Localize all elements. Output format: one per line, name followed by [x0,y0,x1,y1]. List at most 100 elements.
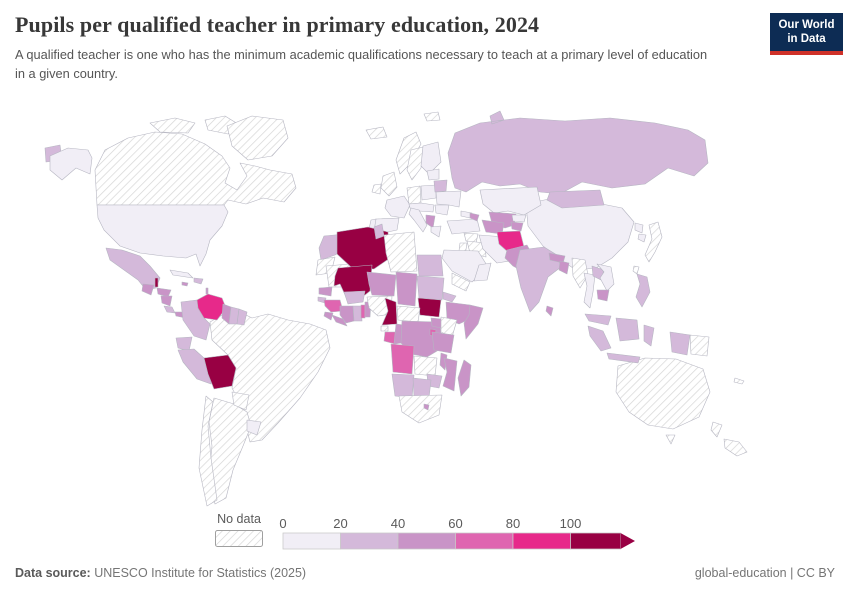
country-thailand[interactable] [583,272,596,309]
country-australia[interactable] [615,357,711,445]
legend-bin-60-80[interactable] [455,532,514,550]
country-mexico[interactable] [105,247,161,291]
country-angola[interactable] [390,343,415,375]
country-malawi[interactable] [439,352,448,371]
country-malaysia[interactable] [584,313,612,326]
country-svalbard[interactable] [423,111,441,122]
country-papua-new-guinea[interactable] [689,334,710,357]
country-taiwan[interactable] [632,265,640,275]
country-chile[interactable] [198,395,218,507]
country-french-guiana[interactable] [236,308,248,326]
country-ireland[interactable] [371,183,382,195]
country-tanzania[interactable] [431,331,455,354]
country-libya[interactable] [383,231,418,273]
country-bolivia[interactable] [203,354,237,390]
country-cuba[interactable] [169,269,194,279]
country-botswana[interactable] [412,377,432,399]
country-south-africa[interactable] [398,394,443,424]
country-south-korea[interactable] [637,233,647,243]
country-chad[interactable] [395,271,418,307]
country-cote-divoire[interactable] [339,305,355,324]
legend-bin-80-100[interactable] [512,532,571,550]
country-iceland[interactable] [365,126,388,140]
country-egypt[interactable] [416,254,444,277]
country-bangladesh[interactable] [558,260,570,275]
country-oman[interactable] [473,262,492,282]
country-guinea[interactable] [323,299,344,313]
country-greenland[interactable] [226,115,289,161]
legend-bin-0-20[interactable] [282,532,341,550]
country-ukraine[interactable] [435,190,462,208]
country-new-zealand[interactable] [710,421,748,457]
country-united-kingdom[interactable] [380,171,398,197]
country-south-sudan[interactable] [417,297,442,318]
country-yemen[interactable] [451,272,471,292]
country-namibia[interactable] [391,373,415,399]
country-jamaica[interactable] [181,281,189,287]
country-sri-lanka[interactable] [545,305,554,317]
country-balkans[interactable] [425,214,436,229]
country-burkina-faso[interactable] [343,290,366,305]
country-france[interactable] [384,195,411,219]
country-lesotho[interactable] [423,403,430,411]
country-azerbaijan[interactable] [469,212,480,222]
country-myanmar[interactable] [571,257,589,289]
country-sudan[interactable] [416,275,445,301]
country-mongolia[interactable] [546,189,605,209]
country-lesser-antilles[interactable] [205,287,209,295]
country-italy[interactable] [408,207,428,233]
country-honduras[interactable] [156,287,172,298]
country-japan[interactable] [644,221,663,263]
country-uruguay[interactable] [246,419,262,436]
country-venezuela[interactable] [196,293,227,321]
country-india[interactable] [515,246,562,313]
legend-no-data[interactable]: No data [215,512,263,552]
country-poland[interactable] [420,184,437,201]
country-philippines[interactable] [635,273,651,308]
country-togo[interactable] [360,304,366,319]
country-guatemala[interactable] [141,283,155,296]
country-somalia[interactable] [463,304,484,340]
country-eritrea[interactable] [442,291,457,303]
country-finland[interactable] [420,141,442,175]
country-greece[interactable] [430,225,442,238]
legend-bin-40-60[interactable] [397,532,456,550]
country-niger[interactable] [366,271,397,297]
country-baltics[interactable] [426,168,440,181]
country-tunisia[interactable] [373,223,385,240]
country-ghana[interactable] [352,305,363,322]
country-hispaniola[interactable] [193,277,204,285]
country-madagascar[interactable] [457,359,472,397]
country-kyrgyzstan[interactable] [511,214,527,223]
legend-no-data-swatch[interactable] [215,530,263,547]
country-zambia[interactable] [413,355,438,377]
country-turkey[interactable] [446,218,481,235]
country-germany[interactable] [406,185,422,205]
country-costa-rica[interactable] [163,305,176,314]
country-romania[interactable] [434,204,450,216]
country-paraguay[interactable] [231,391,250,411]
country-sweden[interactable] [406,146,424,181]
country-ecuador[interactable] [175,336,193,352]
country-senegal[interactable] [318,286,333,297]
legend-bin-100-plus[interactable] [570,532,621,550]
country-cameroon[interactable] [381,297,398,326]
country-belarus[interactable] [433,179,448,193]
country-sierra-leone[interactable] [323,311,334,321]
legend-bin-20-40[interactable] [340,532,399,550]
country-central-african-republic[interactable] [396,305,421,323]
country-kazakhstan[interactable] [479,186,542,216]
country-norway[interactable] [395,131,422,175]
country-belize[interactable] [154,277,159,288]
country-new-caledonia[interactable] [733,377,745,385]
country-argentina[interactable] [208,397,252,505]
country-nicaragua[interactable] [160,295,173,307]
country-cambodia[interactable] [596,289,610,302]
country-united-states[interactable] [49,147,229,267]
country-liberia[interactable] [331,314,348,327]
country-canada[interactable] [94,115,297,206]
country-indonesia[interactable] [587,317,691,364]
country-north-korea[interactable] [634,222,644,234]
country-tajikistan[interactable] [510,221,524,232]
country-mozambique[interactable] [442,357,458,392]
